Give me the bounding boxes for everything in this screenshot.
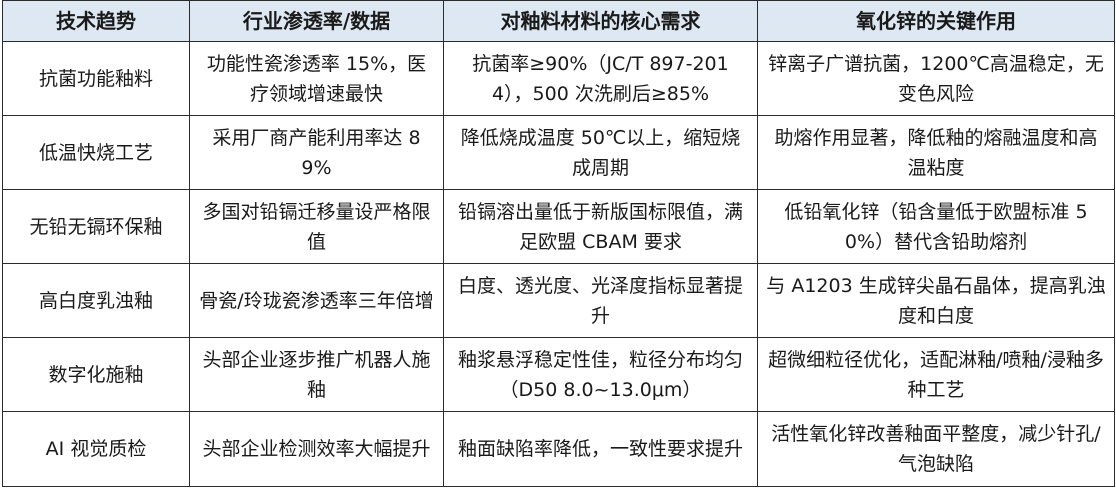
cell-data: 头部企业逐步推广机器人施釉	[189, 337, 444, 412]
table-header-row: 技术趋势 行业渗透率/数据 对釉料材料的核心需求 氧化锌的关键作用	[2, 0, 1115, 42]
cell-data: 头部企业检测效率大幅提升	[189, 411, 444, 487]
cell-requirement: 抗菌率≥90%（JC/T 897-2014），500 次洗刷后≥85%	[443, 41, 758, 116]
cell-requirement: 釉浆悬浮稳定性佳，粒径分布均匀（D50 8.0~13.0μm）	[443, 337, 758, 412]
cell-role: 低铅氧化锌（铅含量低于欧盟标准 50%）替代含铅助熔剂	[757, 189, 1115, 264]
table-row: 数字化施釉 头部企业逐步推广机器人施釉 釉浆悬浮稳定性佳，粒径分布均匀（D50 …	[2, 337, 1115, 412]
header-glaze-requirements: 对釉料材料的核心需求	[443, 0, 758, 42]
cell-role: 与 A1203 生成锌尖晶石晶体，提高乳浊度和白度	[757, 263, 1115, 338]
cell-role: 助熔作用显著，降低釉的熔融温度和高温粘度	[757, 115, 1115, 190]
cell-requirement: 降低烧成温度 50℃以上，缩短烧成周期	[443, 115, 758, 190]
cell-role: 超微细粒径优化，适配淋釉/喷釉/浸釉多种工艺	[757, 337, 1115, 412]
cell-trend: 高白度乳浊釉	[2, 263, 190, 338]
cell-trend: AI 视觉质检	[2, 411, 190, 487]
cell-role: 锌离子广谱抗菌，1200℃高温稳定，无变色风险	[757, 41, 1115, 116]
cell-data: 功能性瓷渗透率 15%，医疗领域增速最快	[189, 41, 444, 116]
cell-requirement: 白度、透光度、光泽度指标显著提升	[443, 263, 758, 338]
table-row: 高白度乳浊釉 骨瓷/玲珑瓷渗透率三年倍增 白度、透光度、光泽度指标显著提升 与 …	[2, 263, 1115, 338]
cell-requirement: 釉面缺陷率降低，一致性要求提升	[443, 411, 758, 487]
cell-data: 采用厂商产能利用率达 89%	[189, 115, 444, 190]
cell-data: 骨瓷/玲珑瓷渗透率三年倍增	[189, 263, 444, 338]
table-row: 低温快烧工艺 采用厂商产能利用率达 89% 降低烧成温度 50℃以上，缩短烧成周…	[2, 115, 1115, 190]
cell-requirement: 铅镉溶出量低于新版国标限值，满足欧盟 CBAM 要求	[443, 189, 758, 264]
header-zinc-oxide-role: 氧化锌的关键作用	[757, 0, 1115, 42]
cell-role: 活性氧化锌改善釉面平整度，减少针孔/气泡缺陷	[757, 411, 1115, 487]
cell-trend: 数字化施釉	[2, 337, 190, 412]
table-row: 抗菌功能釉料 功能性瓷渗透率 15%，医疗领域增速最快 抗菌率≥90%（JC/T…	[2, 41, 1115, 116]
table-row: AI 视觉质检 头部企业检测效率大幅提升 釉面缺陷率降低，一致性要求提升 活性氧…	[2, 411, 1115, 487]
cell-trend: 无铅无镉环保釉	[2, 189, 190, 264]
header-penetration-data: 行业渗透率/数据	[189, 0, 444, 42]
cell-trend: 低温快烧工艺	[2, 115, 190, 190]
table-row: 无铅无镉环保釉 多国对铅镉迁移量设严格限值 铅镉溶出量低于新版国标限值，满足欧盟…	[2, 189, 1115, 264]
header-tech-trend: 技术趋势	[2, 0, 190, 42]
cell-data: 多国对铅镉迁移量设严格限值	[189, 189, 444, 264]
cell-trend: 抗菌功能釉料	[2, 41, 190, 116]
